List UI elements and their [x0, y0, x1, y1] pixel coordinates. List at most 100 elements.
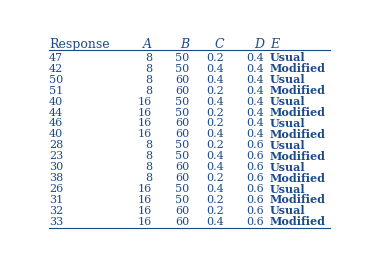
Text: 8: 8 [145, 64, 152, 74]
Text: Usual: Usual [270, 205, 306, 216]
Text: 16: 16 [138, 108, 152, 117]
Text: 42: 42 [49, 64, 63, 74]
Text: Modified: Modified [270, 107, 326, 118]
Text: 8: 8 [145, 173, 152, 183]
Text: 50: 50 [175, 53, 190, 63]
Text: 0.2: 0.2 [206, 108, 224, 117]
Text: 8: 8 [145, 53, 152, 63]
Text: 60: 60 [175, 217, 190, 227]
Text: 50: 50 [175, 195, 190, 205]
Text: 0.2: 0.2 [206, 195, 224, 205]
Text: 60: 60 [175, 206, 190, 216]
Text: 44: 44 [49, 108, 63, 117]
Text: C: C [214, 38, 224, 51]
Text: Modified: Modified [270, 151, 326, 162]
Text: 0.4: 0.4 [246, 108, 264, 117]
Text: 0.4: 0.4 [246, 129, 264, 139]
Text: 0.4: 0.4 [206, 217, 224, 227]
Text: 0.4: 0.4 [246, 75, 264, 85]
Text: Modified: Modified [270, 216, 326, 227]
Text: 50: 50 [175, 140, 190, 150]
Text: 33: 33 [49, 217, 63, 227]
Text: 50: 50 [175, 151, 190, 161]
Text: 0.6: 0.6 [246, 151, 264, 161]
Text: 0.4: 0.4 [206, 151, 224, 161]
Text: 16: 16 [138, 184, 152, 194]
Text: 23: 23 [49, 151, 63, 161]
Text: 0.2: 0.2 [206, 118, 224, 128]
Text: 16: 16 [138, 129, 152, 139]
Text: 0.4: 0.4 [206, 129, 224, 139]
Text: 0.6: 0.6 [246, 184, 264, 194]
Text: 60: 60 [175, 86, 190, 96]
Text: Usual: Usual [270, 162, 306, 173]
Text: 60: 60 [175, 75, 190, 85]
Text: 0.4: 0.4 [246, 86, 264, 96]
Text: 0.4: 0.4 [246, 64, 264, 74]
Text: 40: 40 [49, 129, 63, 139]
Text: 0.2: 0.2 [206, 53, 224, 63]
Text: 0.4: 0.4 [246, 97, 264, 106]
Text: 60: 60 [175, 173, 190, 183]
Text: 16: 16 [138, 206, 152, 216]
Text: 0.4: 0.4 [206, 184, 224, 194]
Text: D: D [254, 38, 264, 51]
Text: 60: 60 [175, 118, 190, 128]
Text: 0.4: 0.4 [206, 97, 224, 106]
Text: Usual: Usual [270, 140, 306, 151]
Text: 16: 16 [138, 195, 152, 205]
Text: 32: 32 [49, 206, 63, 216]
Text: Usual: Usual [270, 183, 306, 194]
Text: 16: 16 [138, 97, 152, 106]
Text: Modified: Modified [270, 85, 326, 96]
Text: 0.6: 0.6 [246, 162, 264, 172]
Text: 50: 50 [175, 97, 190, 106]
Text: 8: 8 [145, 86, 152, 96]
Text: Usual: Usual [270, 118, 306, 129]
Text: 47: 47 [49, 53, 63, 63]
Text: 0.6: 0.6 [246, 140, 264, 150]
Text: 0.4: 0.4 [246, 53, 264, 63]
Text: 60: 60 [175, 162, 190, 172]
Text: 30: 30 [49, 162, 63, 172]
Text: 0.4: 0.4 [246, 118, 264, 128]
Text: 0.2: 0.2 [206, 86, 224, 96]
Text: Modified: Modified [270, 194, 326, 205]
Text: 46: 46 [49, 118, 63, 128]
Text: 50: 50 [175, 184, 190, 194]
Text: 0.2: 0.2 [206, 206, 224, 216]
Text: 38: 38 [49, 173, 63, 183]
Text: 16: 16 [138, 118, 152, 128]
Text: 50: 50 [49, 75, 63, 85]
Text: Response: Response [49, 38, 110, 51]
Text: Usual: Usual [270, 96, 306, 107]
Text: 0.4: 0.4 [206, 162, 224, 172]
Text: 28: 28 [49, 140, 63, 150]
Text: E: E [270, 38, 279, 51]
Text: 8: 8 [145, 140, 152, 150]
Text: Usual: Usual [270, 52, 306, 63]
Text: 0.6: 0.6 [246, 206, 264, 216]
Text: Modified: Modified [270, 173, 326, 183]
Text: Usual: Usual [270, 74, 306, 85]
Text: 8: 8 [145, 75, 152, 85]
Text: 31: 31 [49, 195, 63, 205]
Text: 0.2: 0.2 [206, 140, 224, 150]
Text: B: B [181, 38, 190, 51]
Text: 0.4: 0.4 [206, 64, 224, 74]
Text: 0.6: 0.6 [246, 173, 264, 183]
Text: A: A [143, 38, 152, 51]
Text: 8: 8 [145, 162, 152, 172]
Text: 51: 51 [49, 86, 63, 96]
Text: 40: 40 [49, 97, 63, 106]
Text: 50: 50 [175, 64, 190, 74]
Text: Modified: Modified [270, 129, 326, 140]
Text: Modified: Modified [270, 63, 326, 74]
Text: 60: 60 [175, 129, 190, 139]
Text: 0.6: 0.6 [246, 217, 264, 227]
Text: 8: 8 [145, 151, 152, 161]
Text: 0.2: 0.2 [206, 173, 224, 183]
Text: 16: 16 [138, 217, 152, 227]
Text: 0.4: 0.4 [206, 75, 224, 85]
Text: 26: 26 [49, 184, 63, 194]
